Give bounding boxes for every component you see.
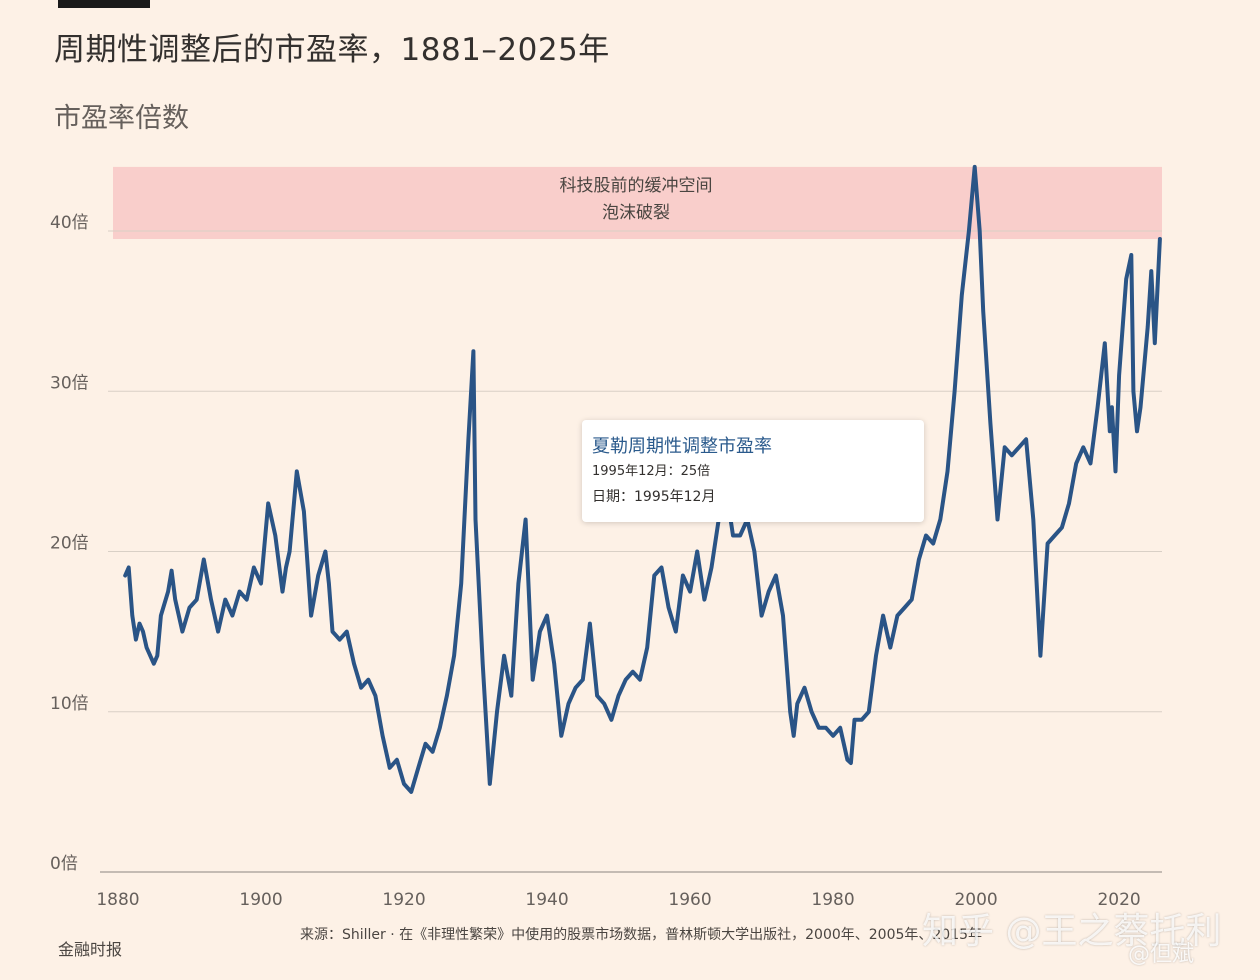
watermark-text: 知乎 @王之蔡托利 [922, 911, 1222, 952]
y-tick-label: 40倍 [50, 213, 89, 233]
x-tick-label: 1880 [96, 890, 139, 910]
y-tick-label: 30倍 [50, 373, 89, 393]
y-tick-labels: 0倍 10倍 20倍 30倍 40倍 [50, 213, 89, 874]
cape-series-line [123, 164, 1162, 794]
band-label-line1: 科技股前的缓冲空间 [560, 176, 713, 196]
y-tick-label: 0倍 [50, 854, 78, 874]
tooltip-value: 1995年12月：25倍 [592, 464, 711, 479]
band-label-line2: 泡沫破裂 [602, 203, 670, 223]
gridlines [100, 230, 1162, 873]
tooltip-date: 日期：1995年12月 [592, 489, 716, 505]
x-tick-labels: 1880 1900 1920 1940 1960 1980 2000 2020 [96, 890, 1140, 910]
x-tick-label: 1960 [668, 890, 711, 910]
header-accent-bar [58, 0, 150, 8]
bubble-band [113, 166, 1162, 240]
x-tick-label: 1900 [239, 890, 282, 910]
x-tick-label: 2000 [954, 890, 997, 910]
y-axis-title: 市盈率倍数 [54, 103, 189, 134]
x-tick-label: 2020 [1097, 890, 1140, 910]
x-tick-label: 1940 [525, 890, 568, 910]
y-tick-label: 20倍 [50, 534, 89, 554]
watermark-text-2: @但斌 [1128, 942, 1195, 967]
page-title: 周期性调整后的市盈率，1881–2025年 [54, 32, 610, 68]
source-note: 来源：Shiller · 在《非理性繁荣》中使用的股票市场数据，普林斯顿大学出版… [300, 927, 983, 943]
tooltip-title: 夏勒周期性调整市盈率 [592, 436, 772, 457]
data-tooltip: 夏勒周期性调整市盈率 1995年12月：25倍 日期：1995年12月 [582, 420, 924, 522]
y-tick-label: 10倍 [50, 694, 89, 714]
x-tick-label: 1920 [382, 890, 425, 910]
publisher-brand: 金融时报 [58, 940, 123, 959]
x-tick-label: 1980 [811, 890, 854, 910]
